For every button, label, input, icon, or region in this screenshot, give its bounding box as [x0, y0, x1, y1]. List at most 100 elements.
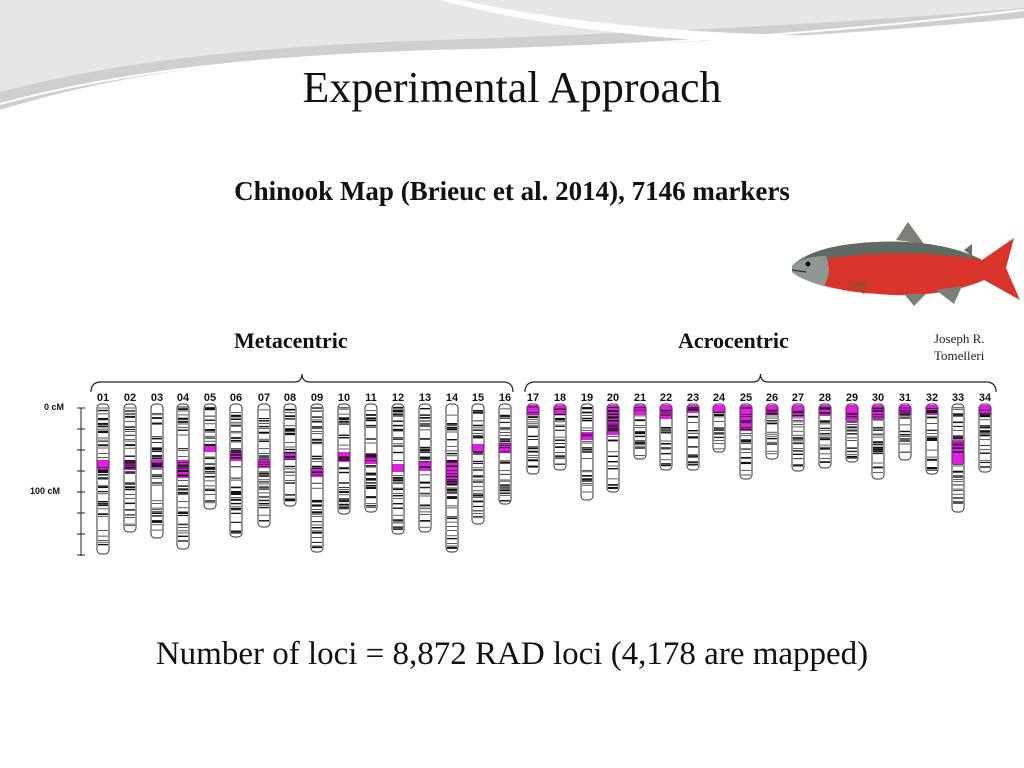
chromosome-16: 16	[498, 392, 512, 505]
chromosome-label-12: 12	[392, 392, 404, 404]
chromosome-label-19: 19	[581, 392, 593, 404]
chromosome-label-11: 11	[365, 392, 377, 404]
chromosome-30: 30	[871, 392, 885, 480]
group-braces	[90, 373, 997, 393]
centromere-region	[554, 405, 566, 415]
chromosome-08: 08	[283, 392, 297, 507]
chromosome-label-30: 30	[872, 392, 884, 404]
chromosome-label-10: 10	[338, 392, 350, 404]
chromosome-label-28: 28	[819, 392, 831, 404]
chromosome-label-24: 24	[713, 392, 726, 404]
chromosome-07: 07	[257, 392, 271, 528]
chromosome-outline	[498, 403, 512, 505]
chromosome-31: 31	[898, 392, 912, 461]
chromosome-09: 09	[310, 392, 324, 553]
chromosome-label-07: 07	[258, 392, 270, 404]
chromosome-26: 26	[765, 392, 779, 460]
centromere-region	[419, 461, 431, 471]
chromosome-label-29: 29	[846, 392, 858, 404]
chromosome-outline	[310, 403, 324, 553]
chromosome-label-17: 17	[527, 392, 539, 404]
chromosome-label-32: 32	[926, 392, 938, 404]
chromosome-11: 11	[364, 392, 378, 513]
loci-summary: Number of loci = 8,872 RAD loci (4,178 a…	[155, 636, 869, 672]
chromosome-13: 13	[418, 392, 432, 533]
centromere-region	[660, 405, 672, 419]
chromosome-19: 19	[580, 392, 594, 501]
header-decoration	[0, 0, 1024, 110]
chromosome-24: 24	[712, 392, 726, 453]
chromosome-label-15: 15	[472, 392, 484, 404]
chromosome-label-01: 01	[97, 392, 109, 404]
cm-axis: 0 cM 100 cM	[30, 402, 85, 556]
chromosome-05: 05	[203, 392, 217, 510]
slide-subtitle: Chinook Map (Brieuc et al. 2014), 7146 m…	[234, 176, 790, 206]
credit-line-2: Tomelleri	[934, 348, 985, 363]
centromere-region	[472, 444, 484, 452]
chromosome-18: 18	[553, 392, 567, 471]
chromosome-label-25: 25	[740, 392, 752, 404]
slide-title: Experimental Approach	[302, 63, 722, 112]
chromosome-label-03: 03	[151, 392, 163, 404]
chromosome-label-18: 18	[554, 392, 566, 404]
metacentric-label: Metacentric	[234, 328, 348, 353]
chromosome-21: 21	[633, 392, 647, 460]
chromosome-label-33: 33	[952, 392, 964, 404]
chromosome-29: 29	[845, 392, 859, 463]
chromosome-10: 10	[337, 392, 351, 515]
chromosome-15: 15	[471, 392, 485, 525]
axis-label-0cm: 0 cM	[44, 402, 64, 412]
centromere-region	[204, 444, 216, 452]
chromosome-25: 25	[739, 392, 753, 480]
chromosome-27: 27	[791, 392, 805, 472]
centromere-region	[446, 460, 458, 484]
chromosome-34: 34	[978, 392, 992, 473]
chromosome-23: 23	[686, 392, 700, 471]
chromosome-label-27: 27	[792, 392, 804, 404]
centromere-region	[713, 405, 725, 413]
centromere-region	[365, 454, 377, 464]
chromosome-label-22: 22	[660, 392, 672, 404]
chromosome-label-04: 04	[177, 392, 190, 404]
centromere-region	[607, 405, 619, 435]
chromosome-label-34: 34	[979, 392, 992, 404]
centromere-region	[97, 460, 109, 470]
credit-line-1: Joseph R.	[934, 331, 985, 346]
chromosome-set: 01 02 03 04 05 06 07 08 09 10 11 12 13 14 15 16 17 18 19 20…	[96, 392, 992, 555]
chromosome-label-31: 31	[899, 392, 911, 404]
centromere-region	[740, 405, 752, 431]
salmon-illustration	[791, 222, 1020, 306]
chromosome-02: 02	[123, 392, 137, 533]
chromosome-33: 33	[951, 392, 965, 513]
chromosome-outline	[978, 403, 992, 473]
chromosome-17: 17	[526, 392, 540, 475]
image-credit: Joseph R. Tomelleri	[934, 330, 985, 364]
chromosome-label-08: 08	[284, 392, 296, 404]
chromosome-04: 04	[176, 392, 190, 550]
chromosome-label-02: 02	[124, 392, 136, 404]
chromosome-01: 01	[96, 392, 110, 555]
centromere-region	[872, 405, 884, 419]
chromosome-label-26: 26	[766, 392, 778, 404]
centromere-region	[527, 405, 539, 415]
chromosome-label-23: 23	[687, 392, 699, 404]
acrocentric-label: Acrocentric	[678, 328, 789, 353]
chromosome-label-05: 05	[204, 392, 216, 404]
centromere-region	[230, 451, 242, 461]
chromosome-06: 06	[229, 392, 243, 538]
centromere-region	[177, 460, 189, 478]
chromosome-03: 03	[150, 392, 164, 539]
axis-label-100cm: 100 cM	[30, 486, 60, 496]
centromere-region	[392, 464, 404, 472]
chromosome-outline	[526, 403, 540, 475]
chromosome-label-20: 20	[607, 392, 619, 404]
centromere-region	[899, 405, 911, 415]
linkage-map: 0 cM 100 cM 01 02 03 04 05 06 07 08 09 10 11 12 13 14…	[30, 373, 997, 556]
chromosome-32: 32	[925, 392, 939, 475]
chromosome-label-14: 14	[446, 392, 459, 404]
chromosome-14: 14	[445, 392, 459, 553]
centromere-region	[819, 405, 831, 415]
chromosome-label-13: 13	[419, 392, 431, 404]
chromosome-label-09: 09	[311, 392, 323, 404]
